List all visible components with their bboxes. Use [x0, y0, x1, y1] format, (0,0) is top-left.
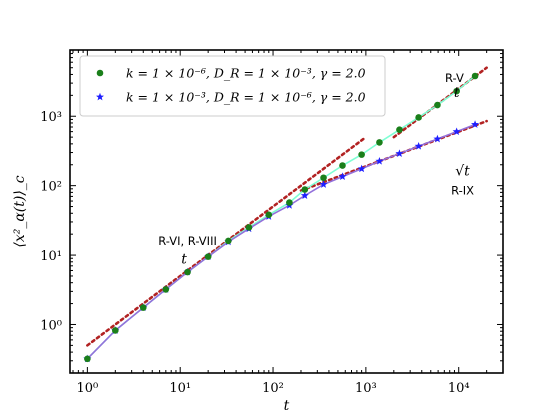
series-1-point: [162, 286, 170, 293]
x-tick-label: 10⁰: [76, 381, 98, 396]
x-axis-title: t: [284, 398, 290, 414]
series-2-point: [319, 180, 328, 188]
annotation-4: t: [454, 85, 460, 101]
series-1-point: [376, 139, 383, 146]
series-1-point: [471, 72, 479, 80]
series-1-point: [320, 174, 327, 182]
series-markers: [83, 72, 480, 363]
series-1-point: [339, 162, 346, 169]
series-2-point: [300, 191, 309, 199]
series-1-point: [184, 268, 191, 276]
legend-marker-2: [96, 92, 104, 101]
series-1-point: [358, 151, 365, 158]
series-1-point: [453, 87, 460, 95]
series-2-point: [357, 164, 366, 173]
series-lines: [86, 75, 476, 360]
series-1-point: [286, 199, 293, 206]
series-1-point: [84, 355, 91, 363]
y-axis-title: ⟨x²_α(t)⟩_c: [12, 175, 28, 247]
series-2-point: [471, 120, 480, 128]
axis-ticks: 10⁰ 10¹ 10² 10³ 10⁴ 10⁰ 10¹ 10² 10³: [40, 50, 503, 396]
legend-marker-1: [96, 69, 104, 77]
series-2-point: [395, 149, 404, 157]
annotation-2: t: [181, 252, 187, 268]
series-1-point: [396, 126, 403, 133]
annotation-6: R-IX: [451, 183, 474, 197]
series-1-point: [301, 186, 309, 193]
series-2-line: [86, 123, 476, 360]
x-tick-label: 10¹: [169, 381, 191, 396]
legend-label-1: k = 1 × 10⁻⁶, D_R = 1 × 10⁻³, γ = 2.0: [126, 66, 366, 81]
series-1-point: [204, 253, 212, 260]
series-1-point: [112, 327, 119, 334]
series-2-point: [375, 157, 384, 165]
series-2-point: [433, 134, 442, 143]
series-1-point: [225, 237, 232, 245]
series-1-point: [415, 114, 422, 121]
plot-border: [69, 49, 504, 374]
series-1-point: [245, 224, 253, 231]
x-tick-label: 10⁴: [448, 381, 470, 396]
annotation-5: √t: [455, 164, 470, 180]
series-2-point: [338, 172, 347, 180]
series-1-point: [434, 101, 441, 109]
annotation-3: R-V: [445, 71, 464, 85]
legend: k = 1 × 10⁻⁶, D_R = 1 × 10⁻³, γ = 2.0 k =…: [79, 55, 386, 117]
legend-label-2: k = 1 × 10⁻³, D_R = 1 × 10⁻⁶, γ = 2.0: [126, 90, 366, 105]
y-tick-label: 10³: [40, 110, 62, 125]
annotation-1: R-VI, R-VIII: [158, 234, 217, 248]
series-1-point: [139, 304, 147, 311]
plot-frame: [69, 49, 504, 374]
y-tick-label: 10²: [40, 180, 62, 195]
axis-titles: t ⟨x²_α(t)⟩_c: [12, 175, 290, 414]
series-2-point: [452, 127, 461, 136]
y-tick-label: 10⁰: [40, 318, 62, 333]
series-2-point: [414, 142, 423, 150]
x-tick-label: 10²: [262, 381, 284, 396]
x-tick-label: 10³: [355, 381, 377, 396]
legend-box: [79, 55, 386, 117]
y-tick-label: 10¹: [40, 249, 62, 264]
series-1-point: [265, 211, 273, 219]
